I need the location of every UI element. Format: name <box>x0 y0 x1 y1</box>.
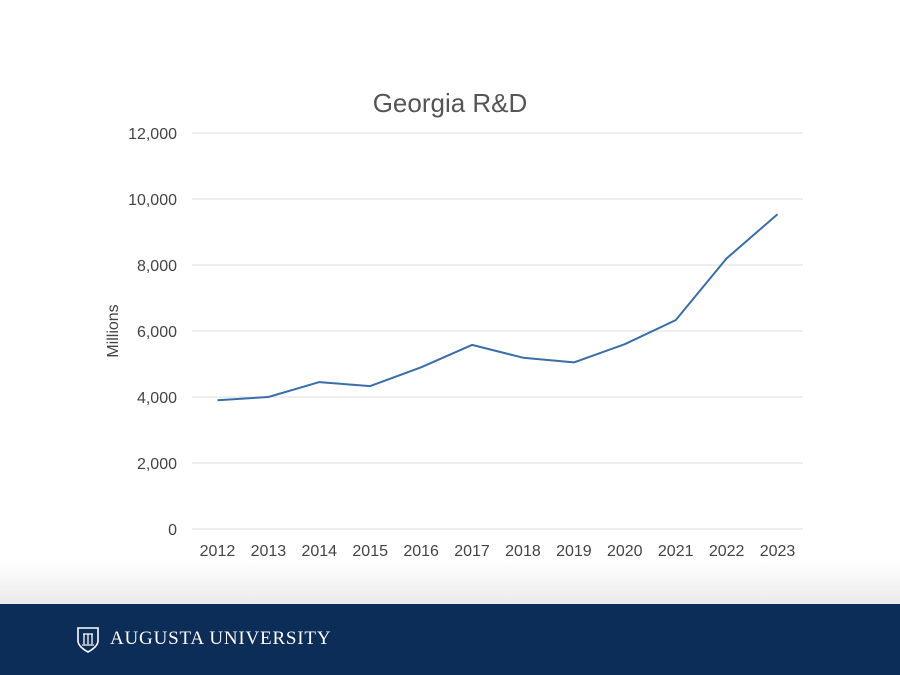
data-point <box>520 355 525 360</box>
x-tick-label: 2017 <box>454 543 490 560</box>
x-axis-ticks: 2012 2013 2014 2015 2016 2017 2018 2019 2020 2021… <box>200 543 796 560</box>
x-tick-label: 2013 <box>251 543 287 560</box>
data-point <box>317 380 322 385</box>
slide-background-fade <box>0 560 900 604</box>
gridlines <box>192 132 803 530</box>
y-tick-label: 10,000 <box>128 192 177 209</box>
data-point <box>419 365 424 370</box>
series-layer <box>215 212 780 403</box>
shield-icon <box>77 627 99 653</box>
y-axis-ticks: 0 2,000 4,000 6,000 8,000 10,000 12,000 <box>128 126 177 539</box>
y-tick-label: 6,000 <box>137 324 177 341</box>
x-tick-label: 2023 <box>760 543 796 560</box>
data-point <box>724 256 729 261</box>
x-tick-label: 2021 <box>658 543 694 560</box>
x-tick-label: 2022 <box>709 543 745 560</box>
y-axis-label: Millions <box>105 304 122 357</box>
y-tick-label: 0 <box>168 522 177 539</box>
footer-bar <box>0 604 900 675</box>
data-point <box>215 398 220 403</box>
x-tick-label: 2018 <box>505 543 541 560</box>
y-tick-label: 8,000 <box>137 258 177 275</box>
x-tick-label: 2014 <box>301 543 337 560</box>
x-tick-label: 2016 <box>403 543 439 560</box>
x-tick-label: 2012 <box>200 543 236 560</box>
data-point <box>571 360 576 365</box>
brand-name: AUGUSTA UNIVERSITY <box>110 628 332 649</box>
y-tick-label: 4,000 <box>137 390 177 407</box>
chart-title: Georgia R&D <box>373 88 528 118</box>
x-tick-label: 2019 <box>556 543 592 560</box>
y-tick-label: 12,000 <box>128 126 177 143</box>
data-point <box>775 212 780 217</box>
data-point <box>266 395 271 400</box>
data-point <box>368 384 373 389</box>
data-point <box>673 318 678 323</box>
x-tick-label: 2020 <box>607 543 643 560</box>
series-line <box>217 213 779 402</box>
y-tick-label: 2,000 <box>137 456 177 473</box>
x-tick-label: 2015 <box>352 543 388 560</box>
data-point <box>622 342 627 347</box>
data-point <box>470 342 475 347</box>
